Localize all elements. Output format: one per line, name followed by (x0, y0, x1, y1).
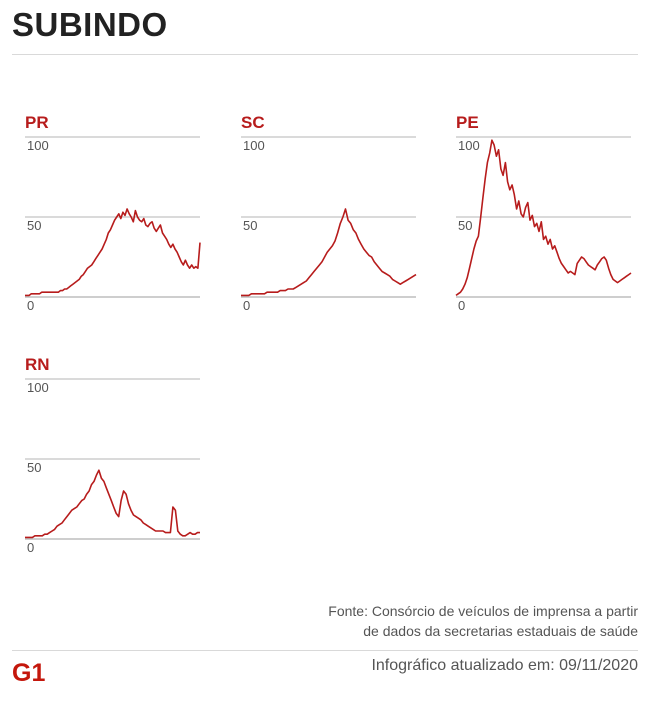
chart-panel-rn: RN 100 50 0 (25, 355, 205, 555)
line-chart (25, 136, 201, 298)
series-line (25, 469, 200, 539)
chart-title: SC (241, 113, 265, 132)
page-title: SUBINDO (12, 6, 168, 43)
series-line (455, 139, 632, 297)
g1-logo: G1 (12, 659, 45, 685)
y-tick-label: 0 (27, 540, 35, 555)
y-tick-label: 50 (458, 218, 473, 233)
line-chart (25, 378, 200, 540)
updated-timestamp: Infográfico atualizado em: 09/11/2020 (371, 657, 638, 674)
chart-panel-sc: SC 100 50 0 (241, 113, 421, 313)
source-line: de dados da secretarias estaduais de saú… (363, 623, 638, 639)
y-tick-label: 0 (458, 298, 466, 313)
y-tick-label: 100 (243, 138, 265, 153)
chart-title: RN (25, 355, 50, 374)
series-line (241, 208, 417, 297)
source-line: Fonte: Consórcio de veículos de imprensa… (328, 603, 638, 619)
y-tick-label: 50 (27, 460, 42, 475)
chart-panel-pr: PR 100 50 0 (25, 113, 205, 313)
y-tick-label: 100 (458, 138, 480, 153)
chart-panel-pe: PE 100 50 0 (455, 113, 636, 313)
y-tick-label: 0 (243, 298, 251, 313)
chart-title: PR (25, 113, 49, 132)
y-tick-label: 0 (27, 298, 35, 313)
source-note: Fonte: Consórcio de veículos de imprensa… (328, 601, 638, 641)
chart-title: PE (456, 113, 479, 132)
y-tick-label: 50 (27, 218, 42, 233)
y-tick-label: 100 (27, 380, 49, 395)
series-line (25, 208, 201, 297)
y-tick-label: 100 (27, 138, 49, 153)
top-divider (12, 54, 638, 55)
line-chart (241, 136, 417, 298)
y-tick-label: 50 (243, 218, 258, 233)
logo-text: G1 (12, 659, 45, 685)
line-chart (455, 136, 632, 298)
bottom-divider (12, 650, 638, 651)
